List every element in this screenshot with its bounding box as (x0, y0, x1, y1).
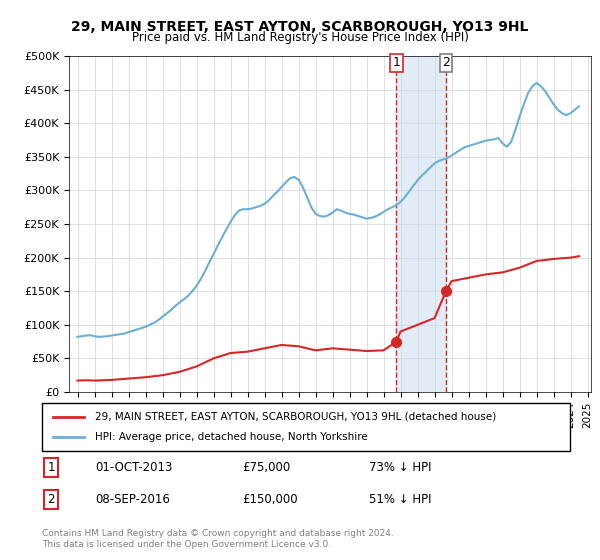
Text: Contains HM Land Registry data © Crown copyright and database right 2024.
This d: Contains HM Land Registry data © Crown c… (42, 529, 394, 549)
Text: £75,000: £75,000 (242, 461, 291, 474)
Text: £150,000: £150,000 (242, 493, 298, 506)
Text: 1: 1 (392, 56, 400, 69)
Text: 29, MAIN STREET, EAST AYTON, SCARBOROUGH, YO13 9HL (detached house): 29, MAIN STREET, EAST AYTON, SCARBOROUGH… (95, 412, 496, 422)
Text: 51% ↓ HPI: 51% ↓ HPI (370, 493, 432, 506)
Text: HPI: Average price, detached house, North Yorkshire: HPI: Average price, detached house, Nort… (95, 432, 368, 442)
Text: 29, MAIN STREET, EAST AYTON, SCARBOROUGH, YO13 9HL: 29, MAIN STREET, EAST AYTON, SCARBOROUGH… (71, 20, 529, 34)
Text: 2: 2 (442, 56, 450, 69)
Text: 08-SEP-2016: 08-SEP-2016 (95, 493, 170, 506)
FancyBboxPatch shape (42, 403, 570, 451)
Bar (397, 56, 446, 392)
Text: Price paid vs. HM Land Registry's House Price Index (HPI): Price paid vs. HM Land Registry's House … (131, 31, 469, 44)
Text: 01-OCT-2013: 01-OCT-2013 (95, 461, 172, 474)
Text: 2: 2 (47, 493, 55, 506)
Text: 73% ↓ HPI: 73% ↓ HPI (370, 461, 432, 474)
Text: 1: 1 (47, 461, 55, 474)
